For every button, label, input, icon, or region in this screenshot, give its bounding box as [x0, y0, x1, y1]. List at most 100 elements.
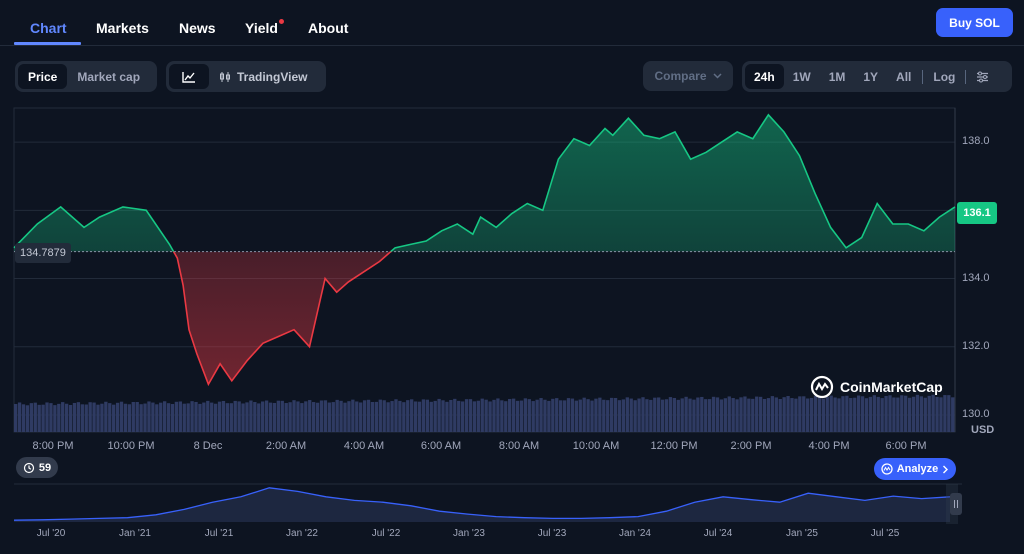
volume-bar: [198, 403, 202, 432]
volume-bar: [888, 395, 892, 432]
tab-yield[interactable]: Yield: [245, 20, 278, 36]
log-toggle[interactable]: Log: [933, 69, 956, 84]
volume-bar: [96, 404, 100, 432]
volume-bar: [837, 398, 841, 432]
volume-bar: [629, 398, 633, 432]
volume-bar: [382, 400, 386, 432]
price-area: [14, 114, 955, 385]
tab-chart[interactable]: Chart: [30, 20, 67, 36]
mini-x-tick-label: Jul '23: [537, 528, 567, 539]
tab-about[interactable]: About: [308, 20, 349, 36]
buy-button[interactable]: Buy SOL: [936, 8, 1013, 37]
volume-bar: [457, 400, 461, 432]
price-tab[interactable]: Price: [18, 64, 68, 89]
volume-bar: [774, 397, 778, 432]
volume-bar: [308, 400, 312, 432]
volume-bar: [543, 399, 547, 432]
volume-bar: [170, 404, 175, 432]
range-1y[interactable]: 1Y: [863, 69, 879, 84]
volume-bar: [104, 401, 108, 432]
volume-bar: [390, 401, 394, 432]
range-all[interactable]: All: [896, 69, 912, 84]
volume-bar: [947, 395, 951, 432]
mini-overview-chart[interactable]: [13, 484, 958, 524]
x-tick-label: 4:00 AM: [343, 440, 385, 452]
volume-bar: [657, 397, 661, 432]
volume-bar: [261, 401, 265, 432]
volume-bar: [841, 396, 845, 432]
toolbar-divider: [922, 69, 924, 84]
volume-bar: [664, 399, 669, 432]
volume-bar: [366, 399, 371, 432]
x-tick-label: 8 Dec: [193, 440, 223, 452]
active-tab-indicator: [14, 42, 81, 45]
volume-bar: [76, 402, 81, 432]
volume-bar: [410, 399, 414, 432]
volume-bar: [719, 399, 724, 432]
volume-bar: [237, 401, 241, 432]
volume-bar: [347, 401, 351, 432]
volume-bar: [29, 403, 34, 432]
volume-bar: [449, 399, 453, 432]
volume-bar: [751, 398, 755, 432]
volume-bar: [166, 403, 171, 432]
volume-bar: [558, 400, 563, 432]
volume-bar: [582, 397, 586, 432]
volume-bar: [594, 398, 598, 432]
volume-bar: [315, 402, 320, 432]
volume-bar: [480, 398, 484, 432]
tab-news[interactable]: News: [179, 20, 216, 36]
volume-bar: [668, 397, 673, 432]
tradingview-button[interactable]: TradingView: [209, 64, 317, 89]
volume-bar: [817, 396, 822, 432]
volume-bar: [649, 399, 653, 432]
market-cap-tab[interactable]: Market cap: [77, 69, 141, 84]
volume-bar: [112, 404, 116, 432]
range-drag-handle[interactable]: [950, 493, 962, 515]
volume-bar: [551, 398, 555, 432]
watermark-text: CoinMarketCap: [840, 379, 943, 395]
settings-button[interactable]: [968, 64, 997, 89]
top-nav: Chart Markets News Yield About Buy SOL: [0, 0, 1024, 46]
volume-bar: [147, 401, 151, 432]
volume-bar: [445, 401, 449, 432]
currency-label: USD: [971, 424, 995, 436]
volume-bar: [860, 396, 865, 432]
volume-bar: [758, 396, 763, 432]
range-1w[interactable]: 1W: [792, 69, 811, 84]
volume-bar: [100, 403, 104, 432]
x-tick-label: 8:00 PM: [32, 440, 74, 452]
compare-dropdown[interactable]: Compare: [643, 61, 733, 91]
range-24h[interactable]: 24h: [745, 64, 784, 89]
volume-bar: [319, 400, 324, 432]
volume-bar: [362, 400, 367, 432]
volume-bar: [421, 399, 426, 432]
volume-bar: [280, 400, 284, 432]
volume-bar: [829, 395, 833, 432]
volume-bar: [743, 396, 747, 432]
volume-bar: [296, 401, 300, 432]
volume-bar: [268, 402, 273, 432]
price-area-down: [14, 251, 955, 385]
volume-bar: [300, 403, 304, 432]
range-1m[interactable]: 1M: [828, 69, 846, 84]
volume-bar: [370, 402, 375, 432]
line-chart-button[interactable]: [169, 64, 209, 89]
price-line: [13, 113, 956, 387]
volume-bar: [911, 396, 916, 432]
volume-bars: [14, 394, 955, 432]
volume-bar: [531, 401, 535, 432]
volume-bar: [460, 401, 465, 432]
tab-markets[interactable]: Markets: [96, 20, 149, 36]
volume-bar: [131, 401, 135, 432]
volume-bar: [849, 397, 853, 432]
analyze-button[interactable]: Analyze: [874, 458, 956, 480]
volume-bar: [264, 400, 269, 432]
volume-bar: [159, 402, 163, 432]
volume-bar: [617, 400, 622, 432]
toolbar-divider: [965, 69, 967, 84]
volume-bar: [856, 395, 861, 432]
history-badge[interactable]: 59: [16, 457, 58, 478]
volume-bar: [178, 401, 182, 432]
